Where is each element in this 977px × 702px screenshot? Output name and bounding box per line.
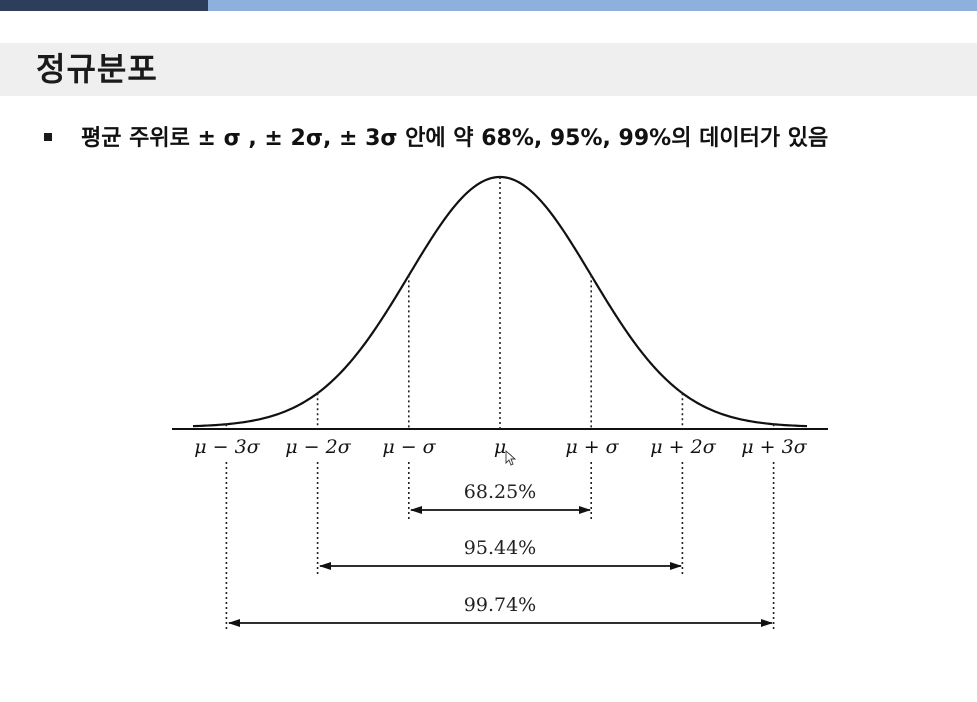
mouse-cursor-icon — [505, 449, 517, 466]
axis-label-mu: μ — [494, 436, 506, 458]
range-label-3sigma: 99.74% — [464, 594, 536, 616]
sigma-guide-lines — [225, 177, 775, 632]
axis-label-mu-plus-sigma: μ + σ — [565, 436, 619, 458]
bullet-text: 평균 주위로 ± σ , ± 2σ, ± 3σ 안에 약 68%, 95%, 9… — [81, 126, 829, 151]
axis-label-mu-plus-2sigma: μ + 2σ — [650, 436, 716, 458]
range-label-2sigma: 95.44% — [464, 537, 536, 559]
title-band — [0, 43, 977, 96]
header-accent-light — [208, 0, 977, 11]
page-title: 정규분포 — [36, 50, 158, 88]
axis-label-mu-minus-3sigma: μ − 3σ — [194, 436, 260, 458]
bullet-square-icon — [44, 133, 52, 141]
axis-label-mu-minus-2sigma: μ − 2σ — [285, 436, 351, 458]
axis-label-mu-minus-sigma: μ − σ — [382, 436, 436, 458]
axis-label-mu-plus-3sigma: μ + 3σ — [741, 436, 807, 458]
range-label-1sigma: 68.25% — [464, 481, 536, 503]
header-accent-dark — [0, 0, 208, 11]
